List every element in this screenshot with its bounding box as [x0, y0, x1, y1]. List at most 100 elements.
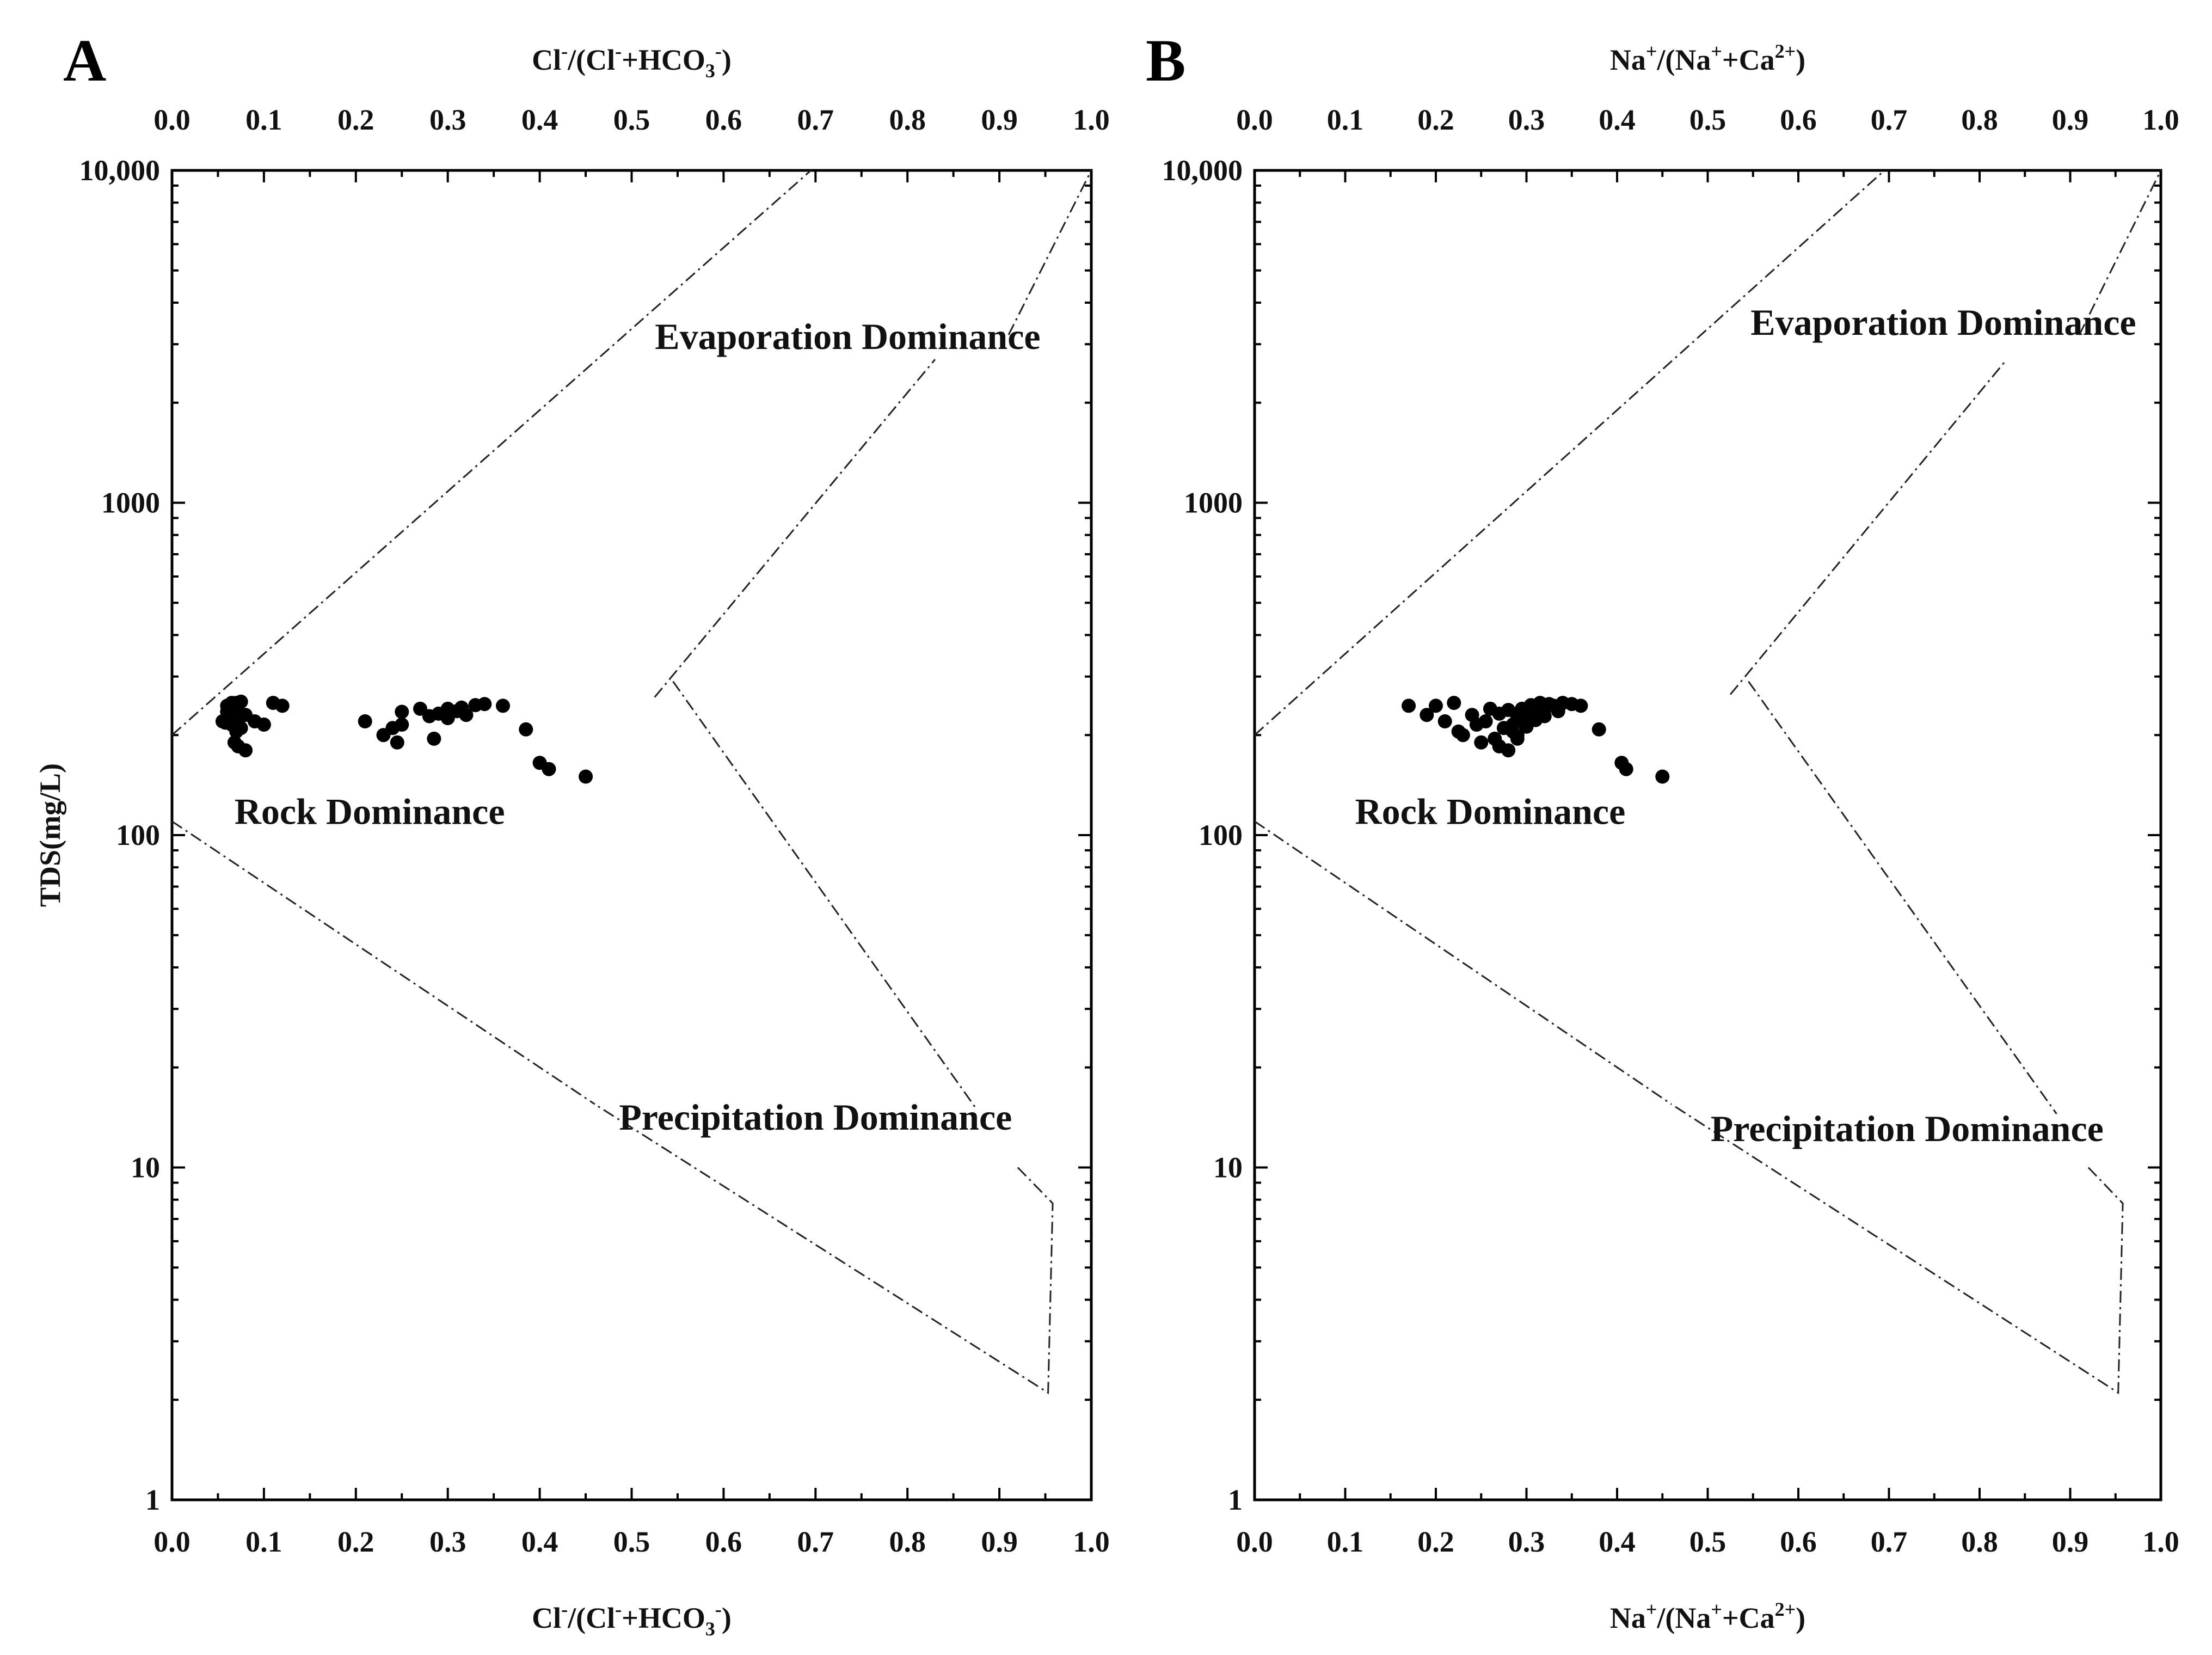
x-tick-label-top: 0.9: [981, 103, 1018, 136]
data-point: [223, 709, 237, 724]
x-tick-label-bottom: 0.6: [705, 1525, 742, 1558]
boundary-line: [672, 681, 978, 1110]
x-tick-label-top: 0.0: [1236, 103, 1273, 136]
x-tick-label-top: 1.0: [1073, 103, 1110, 136]
data-point: [275, 698, 290, 713]
panel-letter-B: B: [1146, 27, 1185, 94]
evaporation-dominance-label: Evaporation Dominance: [1750, 302, 2136, 343]
data-point: [459, 708, 474, 722]
rock-dominance-label: Rock Dominance: [235, 791, 505, 832]
x-tick-label-top: 0.5: [613, 103, 650, 136]
plot-frame: [170, 169, 1093, 1501]
panel-letter-A: A: [63, 27, 106, 94]
x-tick-label-top: 0.9: [2052, 103, 2089, 136]
x-tick-label-top: 0.1: [245, 103, 282, 136]
x-tick-label-bottom: 0.1: [1327, 1525, 1364, 1558]
panel-A: A 0.0 0.0 0.1 0.1 0.2 0.2 0.3 0.3 0.4 0.4 0.5 0.5 0.6…: [34, 27, 1110, 1640]
data-point: [1447, 696, 1461, 710]
x-tick-label-top: 0.8: [889, 103, 926, 136]
data-point: [390, 735, 404, 750]
data-point: [1437, 714, 1452, 728]
y-tick-label: 100: [116, 819, 160, 851]
data-point: [1592, 722, 1606, 737]
data-point: [427, 731, 441, 746]
data-point: [579, 769, 593, 784]
y-tick-label: 10,000: [79, 154, 161, 187]
precipitation-dominance-label: Precipitation Dominance: [619, 1096, 1012, 1138]
boundary-line: [1748, 681, 2057, 1114]
x-axis-title-top: Cl-/(Cl-+HCO3-): [532, 40, 732, 82]
y-tick-label: 10,000: [1162, 154, 1243, 187]
data-point: [1619, 762, 1633, 776]
data-point: [234, 721, 248, 735]
boundary-line: [1254, 820, 1672, 1105]
x-tick-label-top: 0.3: [1508, 103, 1545, 136]
data-point: [1420, 708, 1434, 722]
x-tick-label-bottom: 0.0: [1236, 1525, 1273, 1558]
x-tick-label-bottom: 0.9: [981, 1525, 1018, 1558]
x-tick-label-bottom: 1.0: [1073, 1525, 1110, 1558]
data-point: [358, 714, 372, 728]
boundary-line: [171, 169, 812, 736]
data-point: [1478, 714, 1493, 728]
data-point: [1519, 703, 1534, 718]
evaporation-dominance-label: Evaporation Dominance: [655, 316, 1040, 357]
x-tick-label-bottom: 0.7: [797, 1525, 834, 1558]
x-tick-label-bottom: 0.1: [245, 1525, 282, 1558]
x-tick-label-top: 0.7: [797, 103, 834, 136]
data-point: [1501, 703, 1516, 718]
rock-dominance-label: Rock Dominance: [1355, 791, 1626, 832]
x-tick-label-top: 0.4: [521, 103, 558, 136]
data-point: [1510, 731, 1525, 746]
boundary-line: [2078, 170, 2162, 335]
y-tick-label: 10: [1213, 1151, 1243, 1184]
x-tick-label-bottom: 0.5: [613, 1525, 650, 1558]
data-point: [1455, 728, 1470, 743]
x-axis-title-bottom: Na+/(Na++Ca2+): [1610, 1598, 1805, 1634]
data-point: [477, 697, 492, 712]
x-tick-label-bottom: 0.5: [1689, 1525, 1726, 1558]
x-axis-title-bottom: Cl-/(Cl-+HCO3-): [532, 1598, 732, 1640]
x-tick-label-bottom: 0.6: [1780, 1525, 1817, 1558]
x-tick-label-top: 0.8: [1961, 103, 1998, 136]
x-tick-label-top: 1.0: [2142, 103, 2179, 136]
y-tick-label: 1000: [1184, 487, 1243, 519]
data-point: [395, 704, 409, 719]
y-tick-label: 1: [1228, 1484, 1243, 1516]
data-point: [256, 718, 271, 732]
data-point: [519, 722, 533, 737]
x-tick-label-bottom: 0.7: [1871, 1525, 1908, 1558]
x-tick-label-top: 0.2: [1417, 103, 1454, 136]
data-point: [1402, 698, 1416, 713]
data-point: [234, 694, 248, 709]
plot-frame: [1253, 169, 2162, 1501]
x-tick-label-top: 0.5: [1689, 103, 1726, 136]
x-tick-label-top: 0.6: [1780, 103, 1817, 136]
x-tick-label-bottom: 0.2: [1417, 1525, 1454, 1558]
data-point: [238, 743, 253, 758]
boundary-line: [654, 359, 936, 698]
x-axis-title-top: Na+/(Na++Ca2+): [1610, 40, 1805, 76]
x-tick-label-bottom: 0.2: [337, 1525, 374, 1558]
x-tick-label-bottom: 0.3: [1508, 1525, 1545, 1558]
x-tick-label-bottom: 0.8: [1961, 1525, 1998, 1558]
x-tick-label-bottom: 0.4: [1599, 1525, 1636, 1558]
y-tick-label: 1000: [101, 487, 160, 519]
boundary-line: [1007, 170, 1092, 335]
y-tick-label: 1: [145, 1484, 160, 1516]
x-tick-label-top: 0.7: [1871, 103, 1908, 136]
x-tick-label-top: 0.2: [337, 103, 374, 136]
boundary-line: [1671, 1104, 2124, 1395]
x-tick-label-bottom: 0.9: [2052, 1525, 2089, 1558]
data-point: [395, 718, 409, 732]
y-axis-title: TDS(mg/L): [34, 763, 66, 907]
data-point: [1537, 709, 1552, 724]
x-tick-label-top: 0.0: [153, 103, 191, 136]
panel-B: B 0.0 0.0 0.1 0.1 0.2 0.2 0.3 0.3 0.4 0.4 0.5 0.5 0.6…: [1146, 27, 2179, 1634]
data-point: [1474, 735, 1489, 750]
y-tick-label: 100: [1199, 819, 1243, 851]
x-tick-label-top: 0.1: [1327, 103, 1364, 136]
boundary-line: [1254, 169, 1885, 736]
boundary-line: [171, 820, 595, 1105]
